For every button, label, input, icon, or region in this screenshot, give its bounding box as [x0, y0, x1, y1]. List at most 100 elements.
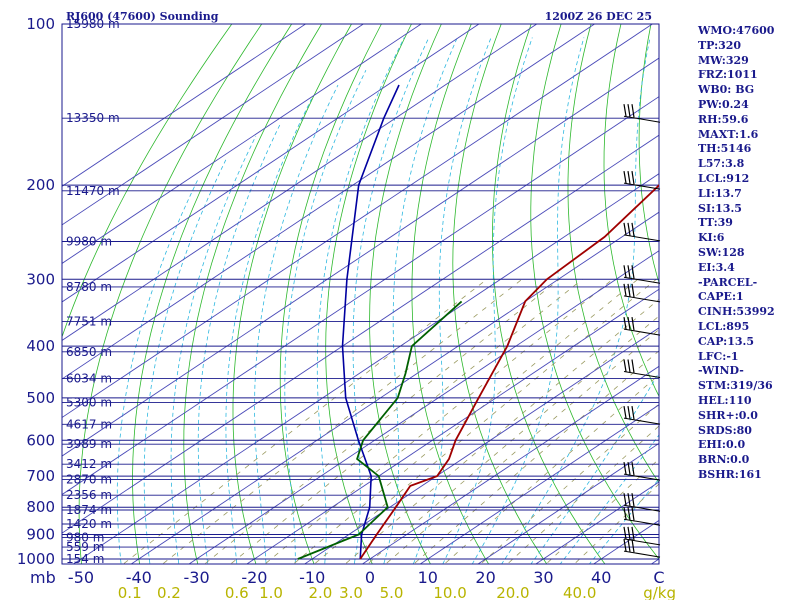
pressure-tick-label: 900 — [26, 526, 55, 544]
mixing-ratio-line — [367, 315, 659, 564]
wind-barb — [623, 283, 661, 303]
wind-barb — [623, 406, 661, 425]
isotherm-line — [62, 96, 659, 496]
wind-barb — [623, 493, 661, 512]
height-label: 5300 m — [66, 396, 112, 410]
moist-adiabat-line — [316, 37, 405, 564]
dry-adiabat-line — [530, 24, 659, 560]
dewpoint-trace — [297, 300, 463, 560]
height-label: 9980 m — [66, 235, 112, 249]
isotherm-line — [62, 57, 659, 457]
sounding-index: SRDS:80 — [698, 423, 752, 437]
moist-adiabat-line — [530, 371, 659, 564]
temperature-tick-label: 0 — [365, 568, 375, 587]
sounding-index: TH:5146 — [698, 142, 752, 156]
sounding-index: -PARCEL- — [698, 275, 758, 289]
temperature-tick-labels: -50 -40 -30 -20 -10 0 10 20 30 40 C — [68, 568, 665, 587]
isotherm-line — [62, 24, 307, 187]
mixing-ratio-label: 3.0 — [339, 584, 363, 600]
mixing-ratio-label: 5.0 — [380, 584, 404, 600]
isotherm-line — [62, 24, 422, 264]
sounding-index: LI:13.7 — [698, 186, 742, 200]
sounding-index: HEL:110 — [698, 393, 752, 407]
mixing-ratio-line — [413, 350, 659, 564]
dry-adiabat-line — [325, 24, 412, 564]
sounding-index: LCL:895 — [698, 319, 750, 333]
wind-barb — [623, 171, 661, 190]
temperature-tick-label: 20 — [475, 568, 495, 587]
temperature-tick-label: -50 — [68, 568, 94, 587]
sounding-index: SI:13.5 — [698, 201, 742, 215]
mixing-ratio-label: 20.0 — [496, 584, 529, 600]
isotherm-line — [62, 24, 365, 226]
temperature-tick-label: -40 — [126, 568, 152, 587]
pressure-unit-label: mb — [30, 568, 56, 587]
sounding-index: PW:0.24 — [698, 97, 749, 111]
sounding-index: CINH:53992 — [698, 305, 775, 319]
moist-adiabat-line — [501, 37, 651, 564]
dry-adiabat-line — [603, 24, 659, 398]
height-label: 2870 m — [66, 472, 112, 486]
dry-adiabat-line — [62, 24, 233, 339]
height-label: 3989 m — [66, 437, 112, 451]
temperature-tick-label: 30 — [533, 568, 553, 587]
sounding-indices-panel: WMO:47600 TP:320 MW:329 FRZ:1011 WB0: BG PW:0… — [698, 24, 798, 483]
sounding-index: EHI:0.0 — [698, 438, 746, 452]
dry-adiabat-line — [567, 24, 659, 484]
sounding-index: FRZ:1011 — [698, 68, 758, 82]
isotherm-line — [419, 404, 659, 564]
isotherm-line — [477, 442, 659, 564]
temperature-tick-label: 40 — [591, 568, 611, 587]
mixing-ratio-line — [313, 278, 657, 564]
sounding-index: STM:319/36 — [698, 379, 773, 393]
sounding-index: LCL:912 — [698, 171, 750, 185]
mixing-ratio-label: 40.0 — [563, 584, 596, 600]
height-label: 1874 m — [66, 503, 112, 517]
chart-subtitle: 1200Z 26 DEC 25 — [545, 10, 652, 23]
moist-adiabat-line — [116, 177, 199, 564]
temperature-tick-label: -30 — [184, 568, 210, 587]
pressure-tick-label: 1000 — [17, 550, 55, 568]
pressure-tick-label: 300 — [26, 270, 55, 288]
dry-adiabat-line — [78, 24, 263, 564]
pressure-tick-labels: 100 200 300 400 500 600 700 800 900 1000 — [17, 15, 55, 568]
height-label: 4617 m — [66, 417, 112, 431]
wind-barb — [623, 539, 661, 558]
sounding-index: L57:3.8 — [698, 157, 745, 171]
pressure-tick-label: 500 — [26, 389, 55, 407]
pressure-tick-label: 100 — [26, 15, 55, 33]
sounding-index: WB0: BG — [698, 83, 755, 97]
isotherm-line — [246, 288, 659, 564]
height-label: 8780 m — [66, 280, 112, 294]
pressure-tick-label: 200 — [26, 176, 55, 194]
mixing-ratio-label: 2.0 — [308, 584, 332, 600]
temperature-trace — [359, 184, 659, 560]
mixing-ratio-line — [162, 278, 523, 564]
wind-barb — [623, 462, 661, 481]
sounding-index: CAPE:1 — [698, 290, 744, 304]
height-label: 6850 m — [66, 345, 112, 359]
temperature-tick-label: -20 — [241, 568, 267, 587]
mixing-ratio-line — [204, 278, 560, 564]
height-label: 980 m — [66, 531, 104, 545]
temperature-tick-label: 10 — [418, 568, 438, 587]
dry-adiabat-line — [411, 24, 490, 564]
sounding-index: MAXT:1.6 — [698, 127, 759, 141]
dry-adiabat-line — [369, 24, 442, 564]
mixing-ratio-line — [122, 278, 488, 564]
sounding-index: MW:329 — [698, 53, 749, 67]
dry-adiabat-line — [132, 24, 293, 564]
isotherm-line — [62, 24, 596, 380]
mixing-ratio-lines — [122, 278, 659, 564]
mixing-ratio-labels: 0.1 0.2 0.6 1.0 2.0 3.0 5.0 10.0 20.0 40.0 — [118, 584, 597, 600]
pressure-tick-label: 600 — [26, 431, 55, 449]
wind-barb — [623, 507, 661, 526]
isotherm-line — [62, 24, 480, 303]
wind-barb — [623, 104, 661, 123]
isotherm-line — [72, 173, 659, 564]
mixing-ratio-label: 0.1 — [118, 584, 142, 600]
sounding-index: CAP:13.5 — [698, 334, 755, 348]
moist-adiabat-line — [352, 37, 430, 564]
